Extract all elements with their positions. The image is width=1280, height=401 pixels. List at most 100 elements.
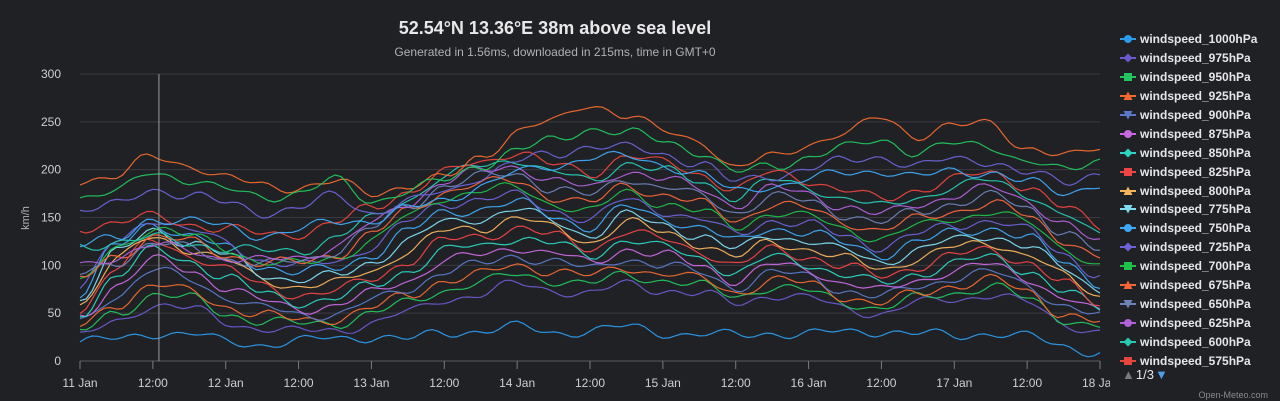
legend-label: windspeed_875hPa (1140, 126, 1251, 141)
legend-label: windspeed_600hPa (1140, 334, 1251, 349)
legend-label: windspeed_700hPa (1140, 259, 1251, 274)
series-line[interactable] (79, 141, 1101, 219)
legend-marker-icon (1120, 260, 1136, 272)
legend-label: windspeed_675hPa (1140, 278, 1251, 293)
legend-marker-icon (1120, 185, 1136, 197)
legend-marker-icon (1120, 128, 1136, 140)
legend-marker-icon (1120, 222, 1136, 234)
y-tick-label: 0 (54, 354, 61, 368)
legend-label: windspeed_650hPa (1140, 296, 1251, 311)
series-line[interactable] (79, 170, 1101, 275)
legend-item[interactable]: windspeed_825hPa (1120, 162, 1280, 181)
legend-marker-icon (1120, 33, 1136, 45)
legend-label: windspeed_925hPa (1140, 89, 1251, 104)
x-tick-label: 15 Jan (645, 376, 681, 390)
y-tick-label: 100 (41, 258, 61, 272)
legend-label: windspeed_775hPa (1140, 202, 1251, 217)
legend-label: windspeed_900hPa (1140, 108, 1251, 122)
chart-title: 52.54°N 13.36°E 38m above sea level (398, 18, 712, 38)
y-axis: 0 50 100 150 200 250 300 (41, 67, 61, 368)
legend-item[interactable]: windspeed_975hPa (1120, 49, 1280, 68)
series-line[interactable] (79, 216, 1101, 306)
legend-item[interactable]: windspeed_650hPa (1120, 294, 1280, 313)
x-tick-label: 17 Jan (936, 376, 972, 390)
series-line[interactable] (79, 182, 1101, 280)
legend-item[interactable]: windspeed_725hPa (1120, 238, 1280, 257)
series-line[interactable] (79, 270, 1101, 331)
legend-marker-icon (1120, 279, 1136, 291)
x-tick-label: 12:00 (429, 376, 459, 390)
legend-label: windspeed_725hPa (1140, 240, 1251, 255)
x-tick-label: 12:00 (284, 376, 314, 390)
legend-item[interactable]: windspeed_900hPa (1120, 106, 1280, 125)
series-line[interactable] (79, 160, 1101, 256)
legend-marker-icon (1120, 298, 1136, 310)
grid-lines (80, 73, 1100, 362)
series-line[interactable] (79, 151, 1101, 241)
chart-subtitle: Generated in 1.56ms, downloaded in 215ms… (394, 45, 716, 59)
x-tick-label: 13 Jan (353, 376, 389, 390)
x-tick-label: 12:00 (138, 376, 168, 390)
series-line[interactable] (79, 320, 1101, 358)
x-axis: 11 Jan 12:00 12 Jan 12:00 13 Jan 12:00 14 Jan 1… (62, 361, 1110, 390)
series-line[interactable] (79, 127, 1101, 204)
legend-marker-icon (1120, 203, 1136, 215)
x-tick-label: 14 Jan (499, 376, 535, 390)
legend-pagination: ▲ 1/3 ▼ (1122, 367, 1168, 382)
legend-item[interactable]: windspeed_925hPa (1120, 87, 1280, 106)
series-line[interactable] (79, 248, 1101, 318)
legend-item[interactable]: windspeed_600hPa (1120, 332, 1280, 351)
legend-marker-icon (1120, 147, 1136, 159)
y-tick-label: 200 (41, 163, 61, 177)
series-line[interactable] (79, 279, 1101, 334)
legend-marker-icon (1120, 355, 1136, 367)
legend-item[interactable]: windspeed_625hPa (1120, 313, 1280, 332)
y-tick-label: 50 (48, 306, 62, 320)
legend-item[interactable]: windspeed_850hPa (1120, 143, 1280, 162)
legend-label: windspeed_825hPa (1140, 164, 1251, 179)
series-line[interactable] (79, 165, 1101, 265)
x-tick-label: 18 Jan (1082, 376, 1110, 390)
legend-marker-icon (1120, 109, 1136, 121)
y-tick-label: 250 (41, 115, 61, 129)
x-tick-label: 12:00 (866, 376, 896, 390)
series-line[interactable] (79, 236, 1101, 318)
series-line[interactable] (79, 254, 1101, 321)
legend-item[interactable]: windspeed_575hPa (1120, 351, 1280, 370)
legend-page-down-icon[interactable]: ▼ (1154, 367, 1168, 382)
x-tick-label: 11 Jan (62, 376, 97, 390)
legend-item[interactable]: windspeed_675hPa (1120, 276, 1280, 295)
y-tick-label: 150 (41, 211, 61, 225)
series-line[interactable] (79, 263, 1101, 327)
series-line[interactable] (79, 106, 1101, 198)
legend-item[interactable]: windspeed_875hPa (1120, 124, 1280, 143)
series-line[interactable] (79, 150, 1101, 248)
legend-item[interactable]: windspeed_700hPa (1120, 257, 1280, 276)
legend-label: windspeed_950hPa (1140, 70, 1251, 85)
legend-marker-icon (1120, 52, 1136, 64)
line-chart[interactable]: 0 50 100 150 200 250 300 11 Jan 12:00 12 Jan 12:0… (0, 0, 1110, 401)
legend-item[interactable]: windspeed_1000hPa (1120, 30, 1280, 49)
legend-marker-icon (1120, 317, 1136, 329)
credits-link[interactable]: Open-Meteo.com (1198, 390, 1268, 400)
y-tick-label: 300 (41, 67, 61, 81)
x-tick-label: 12:00 (721, 376, 751, 390)
series-line[interactable] (79, 207, 1101, 302)
legend-label: windspeed_800hPa (1140, 183, 1251, 198)
legend-item[interactable]: windspeed_800hPa (1120, 181, 1280, 200)
series-line[interactable] (79, 225, 1101, 314)
legend-marker-icon (1120, 71, 1136, 83)
legend-item[interactable]: windspeed_750hPa (1120, 219, 1280, 238)
legend-marker-icon (1120, 336, 1136, 348)
legend-item[interactable]: windspeed_775hPa (1120, 200, 1280, 219)
legend-label: windspeed_1000hPa (1140, 32, 1258, 47)
series-lines (79, 106, 1101, 358)
legend-page-indicator: 1/3 (1135, 367, 1154, 382)
x-tick-label: 12 Jan (208, 376, 244, 390)
legend-marker-icon (1120, 90, 1136, 102)
legend-marker-icon (1120, 241, 1136, 253)
legend-page-up-icon[interactable]: ▲ (1122, 367, 1135, 382)
legend-item[interactable]: windspeed_950hPa (1120, 68, 1280, 87)
series-line[interactable] (79, 176, 1101, 278)
